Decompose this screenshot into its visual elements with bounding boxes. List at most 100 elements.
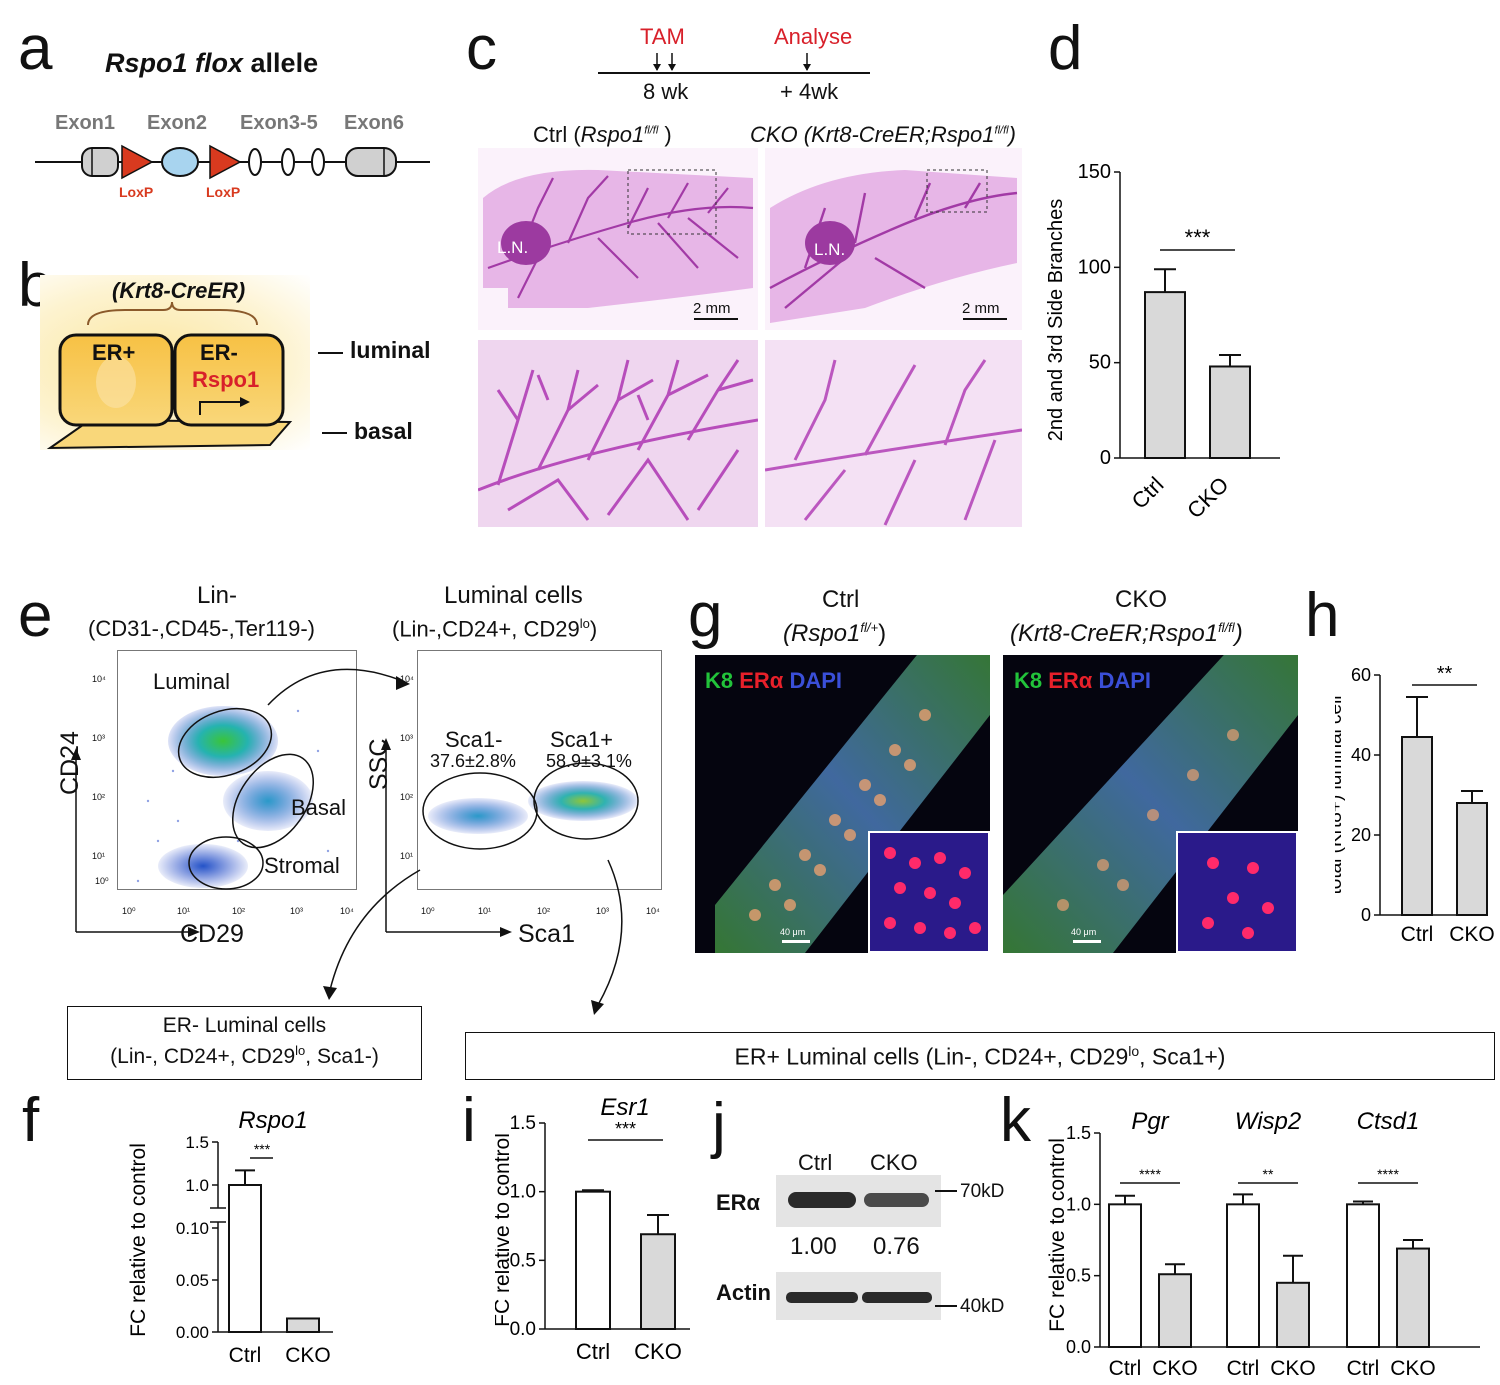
plot2-xlabel: Sca1 — [518, 920, 575, 948]
ctrl-inset-image — [868, 831, 990, 953]
basal-pointer-line — [322, 432, 347, 434]
plot2-title-markers: (Lin-,CD24+, CD29lo) — [392, 616, 598, 642]
timepoint-4wk: + 4wk — [780, 79, 839, 104]
sca1-positive-label: Sca1+ — [550, 727, 613, 752]
bar-ctrl — [575, 1190, 611, 1330]
plot2-title-luminal: Luminal cells — [444, 582, 583, 609]
cko-stain-legend: K8 ERα DAPI — [1014, 668, 1152, 693]
j-er-band-label: ERα — [716, 1190, 761, 1215]
plot1-x-tick-0: 10⁰ — [122, 906, 136, 916]
g-cko-genotype: (Krt8-CreER;Rspo1fl/fl) — [1010, 620, 1243, 647]
y-tick-label: 20 — [1351, 825, 1371, 845]
analyse-label: Analyse — [774, 24, 853, 49]
mw-40-tick — [935, 1305, 957, 1307]
y-axis-label: 2nd and 3rd Side Branches — [1045, 199, 1067, 441]
bar-cko — [286, 1317, 320, 1333]
bar-ctrl — [1401, 736, 1433, 916]
plot1-x-tick-1: 10¹ — [177, 906, 191, 916]
actin-blot — [776, 1272, 941, 1320]
timeline — [598, 53, 870, 74]
mw-70-label: 70kD — [960, 1181, 1005, 1202]
er-positive-luminal-box: ER+ Luminal cells (Lin-, CD24+, CD29lo, … — [465, 1032, 1495, 1080]
significance-stars: *** — [1185, 225, 1211, 250]
bar-cko — [640, 1233, 676, 1331]
x-tick-label: Ctrl — [1401, 923, 1434, 946]
x-tick-label: Ctrl — [229, 1344, 262, 1367]
y-tick-label: 0.00 — [176, 1323, 209, 1342]
chart-title: Rspo1 — [238, 1107, 307, 1134]
loxp-label-2: LoxP — [206, 184, 241, 200]
krt8-creer-label: (Krt8-CreER) — [112, 278, 246, 303]
sca1-positive-pct: 58.9±3.1% — [546, 751, 632, 771]
plot2-axes-arrows — [381, 738, 512, 937]
group-title: Wisp2 — [1235, 1108, 1301, 1135]
plot2-x-tick-1: 10¹ — [478, 906, 492, 916]
er-quant-cko: 0.76 — [873, 1233, 920, 1260]
y-tick-label: 150 — [1078, 161, 1111, 183]
y-axis-label-2: total (Krt8+) luminal cell — [1335, 695, 1346, 894]
panel-label-c: c — [466, 14, 497, 83]
x-tick-label: CKO — [1270, 1357, 1316, 1380]
cko-scale-bar — [963, 318, 1007, 320]
y-tick-label: 0.10 — [176, 1219, 209, 1238]
g-ctrl-title: Ctrl — [822, 586, 860, 613]
flow-plot-cd24-cd29 — [117, 650, 357, 890]
significance-stars: **** — [1139, 1166, 1161, 1182]
x-tick-label: Ctrl — [576, 1339, 610, 1364]
gate-luminal-label: Luminal — [153, 669, 231, 694]
plot1-x-tick-2: 10² — [232, 906, 246, 916]
y-tick-label: 1.0 — [510, 1182, 536, 1203]
panel-label-j: j — [712, 1091, 726, 1160]
y-tick-label: 0.0 — [510, 1319, 536, 1340]
basal-layer-label: basal — [354, 418, 413, 444]
y-axis-label: FC relative to control — [495, 1133, 514, 1327]
y-axis-label: FC relative to control — [1046, 1138, 1069, 1332]
x-tick-label: Ctrl — [1109, 1357, 1142, 1380]
plot1-y-ticks: 10⁴ 10³ 10² 10¹ — [92, 674, 106, 861]
bar-cko — [1456, 802, 1488, 916]
panel-label-d: d — [1048, 14, 1083, 83]
cko-immunofluorescence-image: 40 μm — [1003, 655, 1298, 953]
plot1-xlabel: CD29 — [180, 920, 244, 948]
plot1-x-tick-4: 10⁴ — [340, 906, 354, 916]
y-tick-label: 1.5 — [510, 1113, 536, 1134]
plot1-y-tick-0: 10⁰ — [95, 876, 109, 886]
y-tick-label: 40 — [1351, 745, 1371, 765]
ctrl-if-scale-bar — [782, 940, 810, 943]
sca1-negative-pct: 37.6±2.8% — [430, 751, 516, 771]
bar-ctsd1-ctrl — [1346, 1203, 1380, 1349]
bar-ctsd1-cko — [1396, 1247, 1430, 1348]
group-title: Pgr — [1131, 1108, 1169, 1135]
bar-cko — [1209, 365, 1251, 459]
panel-label-g: g — [688, 581, 723, 650]
chart-title: Esr1 — [600, 1095, 649, 1121]
g-cko-title: CKO — [1115, 586, 1168, 613]
j-ctrl-label: Ctrl — [798, 1150, 833, 1175]
j-actin-band-label: Actin — [716, 1280, 771, 1305]
luminal-pointer-line — [318, 352, 343, 354]
gating-flow-arrows — [267, 668, 623, 1015]
cko-if-scale-bar — [1073, 940, 1101, 943]
x-tick-label: CKO — [1152, 1357, 1198, 1380]
bar-ctrl — [228, 1184, 262, 1333]
flow-plot-ssc-sca1 — [417, 650, 662, 890]
timepoint-8wk: 8 wk — [643, 79, 689, 104]
x-tick-label: CKO — [1182, 472, 1233, 523]
mw-70-tick — [935, 1190, 957, 1192]
exon2-label: Exon2 — [147, 112, 208, 134]
y-tick-label: 50 — [1089, 352, 1111, 374]
y-tick-label: 1.5 — [185, 1133, 209, 1152]
ctrl-lymph-node-label: L.N. — [497, 238, 529, 257]
plot1-axes-arrows — [71, 748, 200, 937]
x-tick-label: Ctrl — [1127, 472, 1169, 514]
mw-40-label: 40kD — [960, 1296, 1005, 1317]
cko-branch-zoom-image — [765, 340, 1022, 527]
significance-stars: *** — [254, 1141, 271, 1157]
plot1-title-lin: Lin- — [197, 582, 238, 609]
y-tick-label: 100 — [1078, 256, 1111, 278]
ctrl-stain-legend: K8 ERα DAPI — [705, 668, 843, 693]
er-negative-luminal-box: ER- Luminal cells (Lin-, CD24+, CD29lo, … — [67, 1006, 422, 1080]
chart-d-side-branches: 0 50 100 150 Ctrl CKO *** 2nd and 3rd Side Bran… — [1045, 161, 1280, 523]
panel-label-i: i — [462, 1086, 476, 1155]
